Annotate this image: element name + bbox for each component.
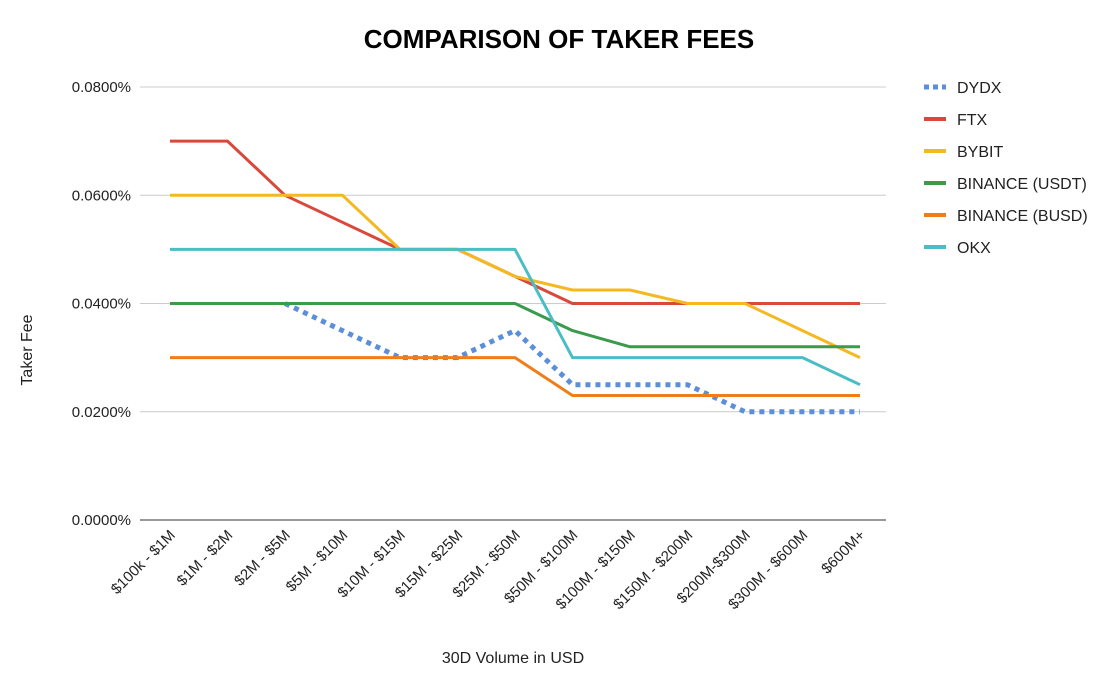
chart-title: COMPARISON OF TAKER FEES: [364, 24, 755, 54]
legend-label: BINANCE (BUSD): [957, 208, 1088, 225]
y-tick-label: 0.0800%: [72, 79, 131, 96]
x-tick-label: $1M - $2M: [174, 527, 237, 590]
series-line-binance-usdt: [170, 302, 860, 349]
series-lines: [170, 139, 861, 415]
series-line-okx: [170, 247, 861, 387]
y-tick-label: 0.0400%: [72, 296, 131, 313]
y-tick-label: 0.0600%: [72, 187, 131, 204]
legend-item: DYDX: [924, 80, 1002, 97]
legend-label: BYBIT: [957, 144, 1003, 161]
legend: DYDX FTX BYBIT BINANCE (USDT) BINANCE (BUSD)…: [924, 80, 1088, 257]
x-tick-label: $100k - $1M: [108, 527, 179, 598]
legend-item: OKX: [924, 240, 991, 257]
series-line-ftx: [170, 139, 860, 305]
legend-label: OKX: [957, 240, 991, 257]
series-line-bybit: [170, 193, 861, 359]
legend-item: BYBIT: [924, 144, 1003, 161]
y-tick-label: 0.0000%: [72, 512, 131, 529]
x-axis-ticks: $100k - $1M$1M - $2M$2M - $5M$5M - $10M$…: [108, 527, 869, 613]
legend-label: DYDX: [957, 80, 1002, 97]
legend-item: FTX: [924, 112, 988, 129]
legend-item: BINANCE (USDT): [924, 176, 1087, 193]
legend-item: BINANCE (BUSD): [924, 208, 1088, 225]
series-line-dydx: [283, 301, 860, 415]
x-axis-label: 30D Volume in USD: [442, 650, 584, 667]
legend-label: FTX: [957, 112, 988, 129]
y-axis-ticks: 0.0000% 0.0200% 0.0400% 0.0600% 0.0800%: [72, 79, 131, 529]
legend-label: BINANCE (USDT): [957, 176, 1087, 193]
x-tick-label: $2M - $5M: [231, 527, 294, 590]
series-line-binance-busd: [170, 356, 860, 397]
x-tick-label: $600M+: [818, 527, 869, 578]
y-tick-label: 0.0200%: [72, 404, 131, 421]
y-axis-label: Taker Fee: [19, 314, 36, 385]
